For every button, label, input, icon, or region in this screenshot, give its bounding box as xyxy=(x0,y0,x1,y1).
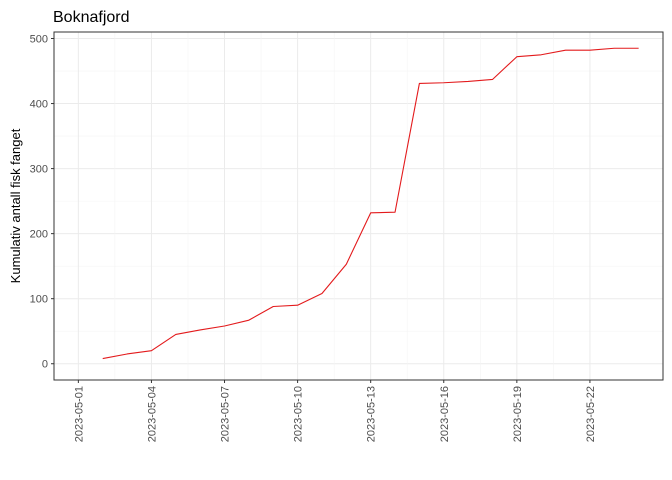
y-tick-label: 500 xyxy=(30,34,48,46)
y-tick-label: 0 xyxy=(42,359,48,371)
x-tick-label: 2023-05-16 xyxy=(439,386,451,442)
chart-title: Boknafjord xyxy=(53,9,130,26)
gridlines xyxy=(54,32,663,380)
x-tick-label: 2023-05-19 xyxy=(512,386,524,442)
y-axis-title: Kumulativ antall fisk fanget xyxy=(8,128,23,283)
y-tick-label: 300 xyxy=(30,164,48,176)
y-tick-label: 400 xyxy=(30,99,48,111)
x-tick-label: 2023-05-01 xyxy=(73,386,85,442)
x-tick-label: 2023-05-07 xyxy=(220,386,232,442)
series-layer xyxy=(102,47,639,360)
x-tick-label: 2023-05-22 xyxy=(585,386,597,442)
x-tick-label: 2023-05-04 xyxy=(146,386,158,442)
plot-panel xyxy=(54,32,663,380)
plot-border xyxy=(53,31,664,381)
x-tick-label: 2023-05-13 xyxy=(366,386,378,442)
series-line xyxy=(102,47,639,360)
axes: 0 100 200 300 400 500 2023-05-01 2023-05-04 2023… xyxy=(30,34,597,443)
y-tick-label: 100 xyxy=(30,294,48,306)
x-tick-label: 2023-05-10 xyxy=(293,386,305,442)
y-tick-label: 200 xyxy=(30,229,48,241)
